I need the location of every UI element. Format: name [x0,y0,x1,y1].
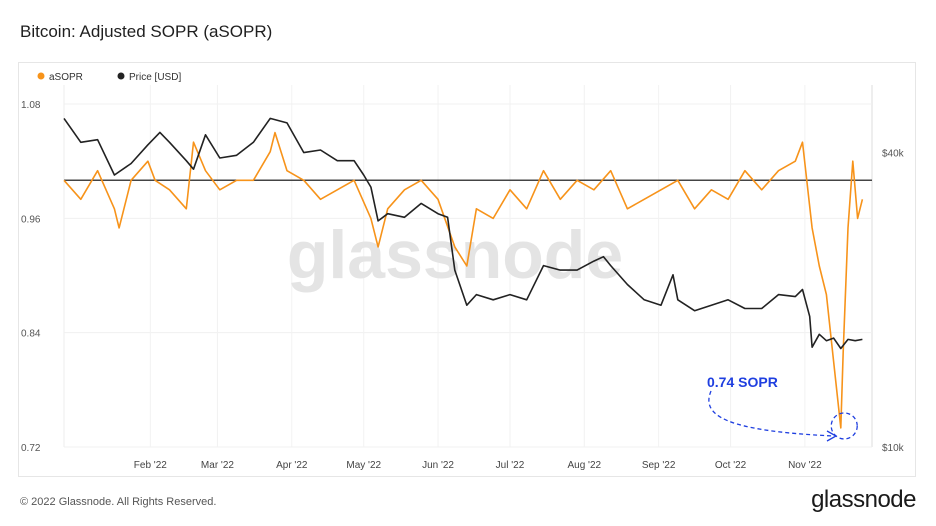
chart-frame: glassnode aSOPR Price [USD] 1.08 0.96 0.84 0… [18,62,916,477]
annotation-arrow [708,390,835,437]
y-left-tick-label: 0.72 [21,443,41,454]
x-tick-label: Aug '22 [567,460,601,471]
y-axis-right: $40k $10k [882,149,905,454]
series-asopr-line [63,131,864,429]
series-price-line [63,117,863,350]
asopr-chart: glassnode aSOPR Price [USD] 1.08 0.96 0.84 0… [21,72,905,471]
annotation-circle [830,412,858,440]
annotation-label: 0.74 SOPR [707,374,778,390]
y-right-tick-label: $40k [882,149,905,160]
x-tick-label: Oct '22 [715,460,747,471]
y-left-tick-label: 1.08 [21,100,41,111]
copyright-footer: © 2022 Glassnode. All Rights Reserved. [20,496,217,508]
glassnode-logo: glassnode [811,486,916,513]
legend: aSOPR Price [USD] [37,72,181,83]
x-tick-label: Sep '22 [642,460,676,471]
x-tick-label: Nov '22 [788,460,822,471]
annotation: 0.74 SOPR [707,374,858,442]
legend-marker [117,72,125,80]
x-tick-label: Jun '22 [422,460,454,471]
x-axis: Feb '22 Mar '22 Apr '22 May '22 Jun '22 Jul '… [134,460,822,471]
x-tick-label: Mar '22 [201,460,234,471]
x-tick-label: Apr '22 [276,460,308,471]
y-left-tick-label: 0.96 [21,214,41,225]
legend-label: Price [USD] [129,72,181,83]
legend-label: aSOPR [49,72,83,83]
x-tick-label: Jul '22 [496,460,525,471]
watermark: glassnode [287,217,623,293]
x-tick-label: Feb '22 [134,460,167,471]
annotation-arrowhead [826,430,838,442]
y-axis-left: 1.08 0.96 0.84 0.72 [21,100,41,454]
y-left-tick-label: 0.84 [21,329,41,340]
series-area [63,117,872,429]
page-title: Bitcoin: Adjusted SOPR (aSOPR) [20,22,273,41]
legend-marker [37,72,45,80]
x-tick-label: May '22 [346,460,381,471]
y-right-tick-label: $10k [882,443,905,454]
